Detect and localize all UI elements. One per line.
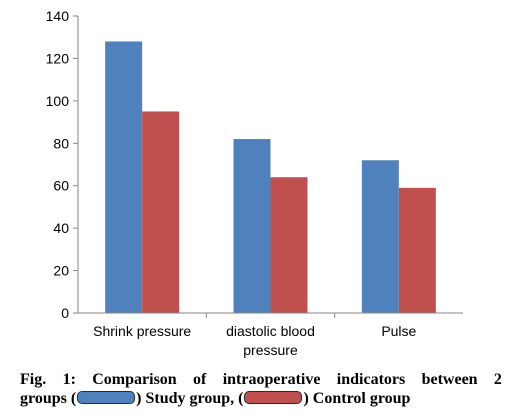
x-category-label: Pulse	[381, 323, 416, 339]
control-group-swatch	[244, 391, 303, 404]
y-tick-label: 0	[61, 305, 69, 321]
caption-word: between	[421, 371, 478, 388]
x-category-label: diastolic blood	[226, 323, 315, 339]
caption-line-2: groups ( ) Study group, ( ) Control group	[20, 389, 502, 408]
caption-word: Comparison	[92, 371, 177, 388]
figure-caption: Fig. 1: Comparison of intraoperative indicato…	[20, 370, 502, 408]
y-tick-label: 80	[53, 135, 69, 151]
study-group-swatch	[77, 391, 136, 404]
y-tick-label: 140	[46, 8, 70, 24]
bar-study	[361, 160, 399, 313]
caption-prefix: groups (	[20, 390, 77, 407]
bar-control	[142, 111, 180, 313]
caption-line-1: Fig. 1: Comparison of intraoperative indicato…	[20, 370, 502, 389]
control-group-label: ) Control group	[303, 390, 411, 407]
caption-word: 1:	[62, 371, 76, 388]
x-category-label: pressure	[243, 342, 298, 358]
bar-chart: 0 20 40 60 80 100 120 140 Shrink pressure diasto…	[46, 8, 463, 358]
y-tick-label: 120	[46, 50, 70, 66]
y-tick-label: 100	[46, 93, 70, 109]
caption-word: 2	[493, 371, 502, 388]
study-group-label: ) Study group, (	[136, 390, 244, 407]
caption-word: Fig.	[20, 371, 47, 388]
caption-word: indicators	[336, 371, 406, 388]
y-tick-label: 60	[53, 178, 69, 194]
caption-word: of	[193, 371, 207, 388]
bar-study	[233, 139, 271, 313]
bar-control	[270, 177, 308, 313]
y-tick-label: 40	[53, 220, 69, 236]
bar-control	[398, 187, 436, 313]
caption-word: intraoperative	[222, 371, 321, 388]
x-category-label: Shrink pressure	[93, 323, 191, 339]
y-tick-label: 20	[53, 263, 69, 279]
bar-study	[105, 41, 143, 313]
